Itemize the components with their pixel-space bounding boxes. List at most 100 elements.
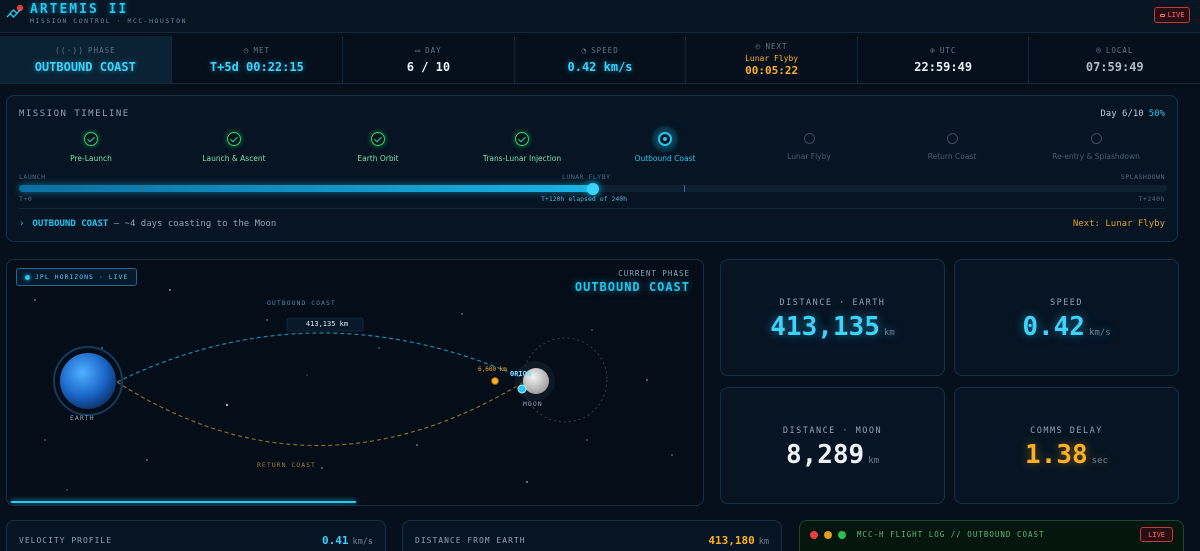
distance-moon-card: DISTANCE · MOON 8,289 km xyxy=(720,387,945,504)
stat-next-name: Lunar Flyby xyxy=(745,54,799,63)
check-circle-icon xyxy=(371,132,385,146)
flight-log-title: MCC-H FLIGHT LOG // OUTBOUND COAST xyxy=(857,530,1045,539)
window-controls xyxy=(810,531,846,539)
maximize-dot-icon[interactable] xyxy=(838,531,846,539)
distance-earth-unit: km xyxy=(883,328,895,338)
distance-moon-label: DISTANCE · MOON xyxy=(782,426,883,436)
timeline-day: Day 6/10 50% xyxy=(1100,109,1165,119)
distance-moon-value: 8,289 xyxy=(785,440,865,470)
app-header: ARTEMIS II MISSION CONTROL · MCC-HOUSTON… xyxy=(0,0,1200,33)
distance-from-earth-unit: km xyxy=(758,537,769,547)
phase-label: Pre-Launch xyxy=(70,154,112,163)
progress-mid-label: LUNAR FLYBY xyxy=(562,173,611,181)
phase-pre-launch[interactable]: Pre-Launch xyxy=(21,132,161,163)
stat-phase-value: OUTBOUND COAST xyxy=(34,59,136,74)
trajectory-map xyxy=(34,289,673,491)
distance-callout-bg xyxy=(286,317,364,332)
phase-launch-ascent[interactable]: Launch & Ascent xyxy=(164,132,304,163)
distance-moon-unit: km xyxy=(868,456,880,466)
velocity-profile-unit: km/s xyxy=(352,537,373,547)
stat-day-label: DAY xyxy=(425,45,442,55)
phase-outbound-coast[interactable]: Outbound Coast xyxy=(595,132,735,163)
speed-value: 0.42 xyxy=(1022,312,1085,342)
current-phase-desc: — ~4 days coasting to the Moon xyxy=(113,219,277,229)
earth-label: EARTH xyxy=(70,414,95,422)
stat-met-label: MET xyxy=(253,45,271,55)
stat-phase: ((·)) PHASE OUTBOUND COAST xyxy=(0,36,172,83)
earth-globe xyxy=(60,353,116,409)
return-path xyxy=(116,379,528,447)
progress-start-sub: T+0 xyxy=(19,195,33,203)
globe-icon: ⊕ xyxy=(929,45,936,55)
chevron-right-icon: › xyxy=(19,219,25,229)
stat-speed: ◔ SPEED 0.42 km/s xyxy=(515,36,687,83)
phase-earth-orbit[interactable]: Earth Orbit xyxy=(308,132,448,163)
phase-label: Launch & Ascent xyxy=(202,154,266,163)
status-bar: ((·)) PHASE OUTBOUND COAST ◷ MET T+5d 00:2… xyxy=(0,36,1200,84)
phase-return-coast[interactable]: Return Coast xyxy=(882,132,1022,161)
stat-local-value: 07:59:49 xyxy=(1085,59,1144,74)
check-circle-icon xyxy=(515,132,529,146)
return-coast-label: RETURN COAST xyxy=(257,461,316,469)
velocity-profile-value: 0.41 xyxy=(322,534,349,547)
signal-icon: ((·)) xyxy=(54,45,85,55)
distance-earth-card: DISTANCE · EARTH 413,135 km xyxy=(720,259,945,376)
gauge-icon: ◔ xyxy=(581,45,588,55)
starfield xyxy=(34,289,673,491)
stat-local: ⌾ LOCAL 07:59:49 xyxy=(1029,36,1200,83)
empty-circle-icon xyxy=(1090,133,1102,144)
distance-from-earth-label: DISTANCE FROM EARTH xyxy=(415,536,526,545)
phase-label: Earth Orbit xyxy=(357,154,399,163)
stat-utc-label: UTC xyxy=(939,45,957,55)
mission-timeline-panel: MISSION TIMELINE Day 6/10 50% Pre-Launch … xyxy=(6,95,1178,242)
clock-icon: ◷ xyxy=(243,45,250,55)
data-source-badge[interactable]: JPL HORIZONS · LIVE xyxy=(16,268,138,286)
trajectory-progress-bar xyxy=(11,501,356,503)
check-circle-icon xyxy=(227,132,241,146)
phase-label: Trans-Lunar Injection xyxy=(482,154,562,163)
stat-speed-label: SPEED xyxy=(591,45,619,55)
empty-circle-icon xyxy=(946,133,958,144)
outbound-path xyxy=(116,332,528,383)
phase-label: Re-entry & Splashdown xyxy=(1052,152,1140,161)
minimize-dot-icon[interactable] xyxy=(824,531,832,539)
trajectory-panel: JPL HORIZONS · LIVE CURRENT PHASE OUTBOU… xyxy=(6,259,704,506)
phase-label: Return Coast xyxy=(927,152,977,161)
earth-halo xyxy=(53,346,123,416)
current-phase-row[interactable]: › OUTBOUND COAST — ~4 days coasting to th… xyxy=(19,219,276,229)
moon-label: MOON xyxy=(523,400,543,408)
velocity-profile-panel: VELOCITY PROFILE 0.41 km/s xyxy=(6,520,386,551)
phase-reentry-splashdown[interactable]: Re-entry & Splashdown xyxy=(1026,132,1166,161)
close-dot-icon[interactable] xyxy=(810,531,818,539)
timeline-day-text: Day 6/10 xyxy=(1100,109,1144,119)
stat-utc: ⊕ UTC 22:59:49 xyxy=(858,36,1030,83)
data-source-label: JPL HORIZONS · LIVE xyxy=(35,273,129,281)
outbound-coast-label: OUTBOUND COAST xyxy=(267,299,336,307)
target-circle-icon xyxy=(658,132,672,146)
stat-local-label: LOCAL xyxy=(1105,45,1134,55)
phase-trans-lunar-injection[interactable]: Trans-Lunar Injection xyxy=(452,132,592,163)
empty-circle-icon xyxy=(803,133,815,144)
phase-lunar-flyby[interactable]: Lunar Flyby xyxy=(739,132,879,161)
current-phase-name: OUTBOUND COAST xyxy=(32,219,109,229)
speed-unit: km/s xyxy=(1088,328,1111,338)
progress-end-label: SPLASHDOWN xyxy=(1120,173,1165,181)
live-label: LIVE xyxy=(1167,11,1185,19)
stat-utc-value: 22:59:49 xyxy=(914,59,973,74)
live-button[interactable]: LIVE xyxy=(1154,7,1190,23)
flight-log-live-button[interactable]: LIVE xyxy=(1140,527,1173,542)
timeline-percent: 50% xyxy=(1148,109,1165,119)
comms-delay-unit: sec xyxy=(1091,456,1108,466)
check-circle-icon xyxy=(84,132,98,146)
speed-label: SPEED xyxy=(1049,298,1084,308)
progress-start-label: LAUNCH xyxy=(19,173,46,181)
distance-earth-value: 413,135 xyxy=(770,312,880,342)
moon-distance-callout: 6,600 km xyxy=(478,366,507,373)
next-phase-text: Next: Lunar Flyby xyxy=(1072,219,1165,229)
pin-icon: ⌾ xyxy=(1096,45,1102,55)
stat-next-value: 00:05:22 xyxy=(745,64,799,77)
broadcast-icon xyxy=(1159,13,1165,17)
current-phase-label: CURRENT PHASE xyxy=(618,269,690,278)
orion-spacecraft-icon xyxy=(517,384,527,394)
stat-met: ◷ MET T+5d 00:22:15 xyxy=(172,36,344,83)
